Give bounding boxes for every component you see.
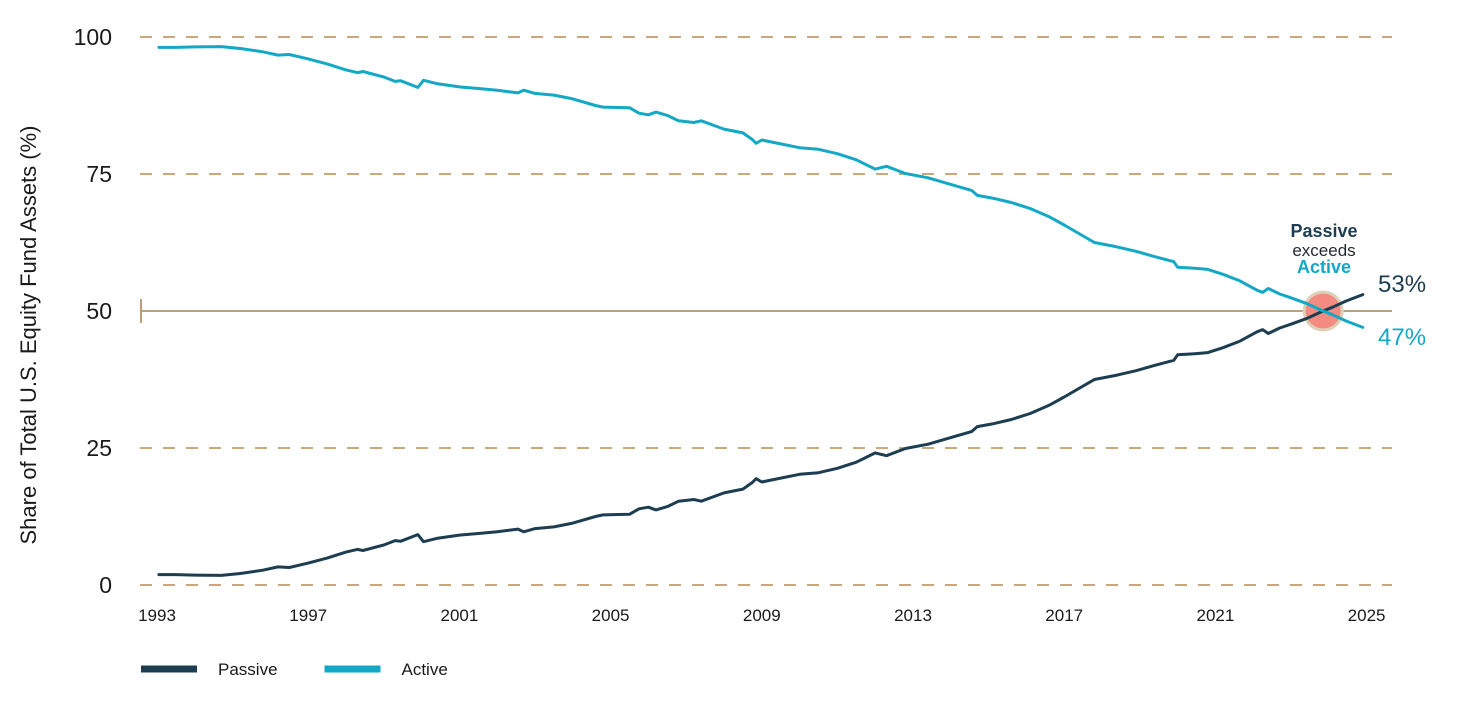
annotation-active-word: Active (1297, 257, 1351, 277)
legend: Passive Active (141, 660, 448, 679)
legend-swatch-passive (141, 665, 197, 673)
gridlines (140, 36, 1392, 586)
annotation-exceeds-word: exceeds (1292, 241, 1355, 260)
x-tick-label-2013: 2013 (894, 606, 932, 625)
annotation-passive-word: Passive (1290, 221, 1357, 241)
x-tick-label-1997: 1997 (289, 606, 327, 625)
x-tick-label-2025: 2025 (1348, 606, 1386, 625)
x-tick-label-2009: 2009 (743, 606, 781, 625)
legend-label-passive: Passive (218, 660, 278, 679)
crossover-annotation: Passive exceeds Active (1290, 221, 1357, 277)
x-tick-label-2017: 2017 (1045, 606, 1083, 625)
y-tick-label-0: 0 (99, 572, 112, 598)
x-tick-label-2001: 2001 (440, 606, 478, 625)
y-tick-label-25: 25 (86, 435, 112, 461)
y-tick-label-100: 100 (74, 24, 112, 50)
x-tick-label-2021: 2021 (1196, 606, 1234, 625)
end-label-passive: 53% (1378, 271, 1426, 298)
end-label-active: 47% (1378, 324, 1426, 351)
x-axis-tick-labels: 1993 1997 2001 2005 2009 2013 2017 2021 2025 (138, 606, 1385, 625)
y-tick-label-75: 75 (86, 161, 112, 187)
x-tick-label-2005: 2005 (592, 606, 630, 625)
y-tick-label-50: 50 (86, 298, 112, 324)
y-axis-tick-labels: 0 25 50 75 100 (74, 24, 112, 598)
legend-swatch-active (324, 665, 381, 673)
series-line-passive (157, 293, 1365, 577)
y-axis-title: Share of Total U.S. Equity Fund Assets (… (16, 125, 41, 544)
x-tick-label-1993: 1993 (138, 606, 176, 625)
data-series-lines (157, 45, 1365, 577)
legend-label-active: Active (402, 660, 448, 679)
series-line-active (157, 45, 1365, 329)
